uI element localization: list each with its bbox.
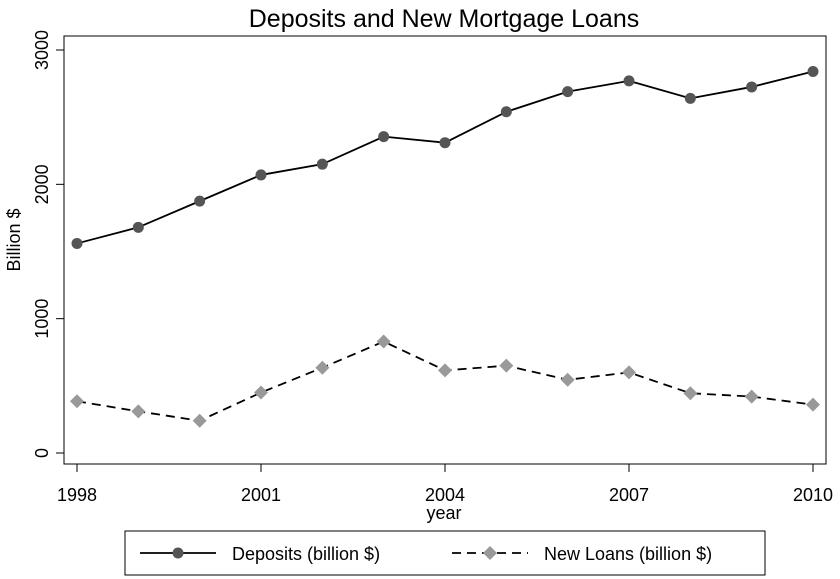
data-point (806, 397, 820, 412)
data-point (70, 394, 84, 409)
data-point (500, 106, 512, 118)
series-line (76, 70, 814, 245)
data-point (439, 137, 451, 149)
plot-area (63, 35, 827, 465)
y-tick-label: 2000 (32, 164, 52, 204)
x-tick-label: 2001 (241, 485, 281, 505)
data-point (192, 413, 207, 428)
legend: Deposits (billion $) New Loans (billion $… (124, 530, 766, 576)
data-point (254, 385, 268, 400)
data-point (378, 131, 390, 143)
legend-label: Deposits (billion $) (232, 544, 380, 564)
legend-marker (172, 547, 184, 559)
legend-marker (483, 546, 497, 560)
data-point (623, 75, 635, 87)
y-tick-label: 1000 (32, 299, 52, 339)
y-axis: 0 1000 2000 3000 (32, 30, 64, 458)
legend-label: New Loans (billion $) (544, 544, 712, 564)
x-tick-label: 2004 (425, 485, 465, 505)
data-point (132, 221, 144, 233)
data-point (683, 386, 698, 401)
data-point (746, 81, 758, 93)
y-tick-label: 0 (32, 448, 52, 458)
data-point (560, 372, 575, 387)
data-point (131, 404, 146, 419)
data-point (71, 237, 83, 249)
x-tick-label: 2007 (609, 485, 649, 505)
data-point (622, 365, 636, 380)
x-axis: 1998 2001 2004 2007 2010 (57, 464, 833, 505)
data-point (744, 389, 759, 404)
series-layer (70, 65, 820, 428)
series-2 (70, 334, 820, 428)
y-tick-label: 3000 (32, 30, 52, 70)
series-1 (71, 65, 819, 249)
series-line (76, 340, 814, 422)
data-point (684, 92, 696, 104)
data-point (316, 158, 328, 170)
data-point (438, 363, 452, 378)
data-point (376, 334, 391, 349)
y-axis-label: Billion $ (4, 208, 24, 271)
data-point (194, 195, 206, 207)
legend-item-1: Deposits (billion $) (140, 544, 380, 564)
legend-box (124, 530, 766, 576)
legend-item-2: New Loans (billion $) (452, 544, 712, 564)
x-tick-label: 2010 (793, 485, 833, 505)
data-point (807, 65, 819, 77)
x-tick-label: 1998 (57, 485, 97, 505)
x-axis-label: year (426, 503, 461, 523)
data-point (562, 86, 574, 98)
data-point (255, 169, 267, 181)
data-point (315, 360, 330, 375)
data-point (499, 358, 514, 373)
chart-title: Deposits and New Mortgage Loans (249, 5, 640, 33)
